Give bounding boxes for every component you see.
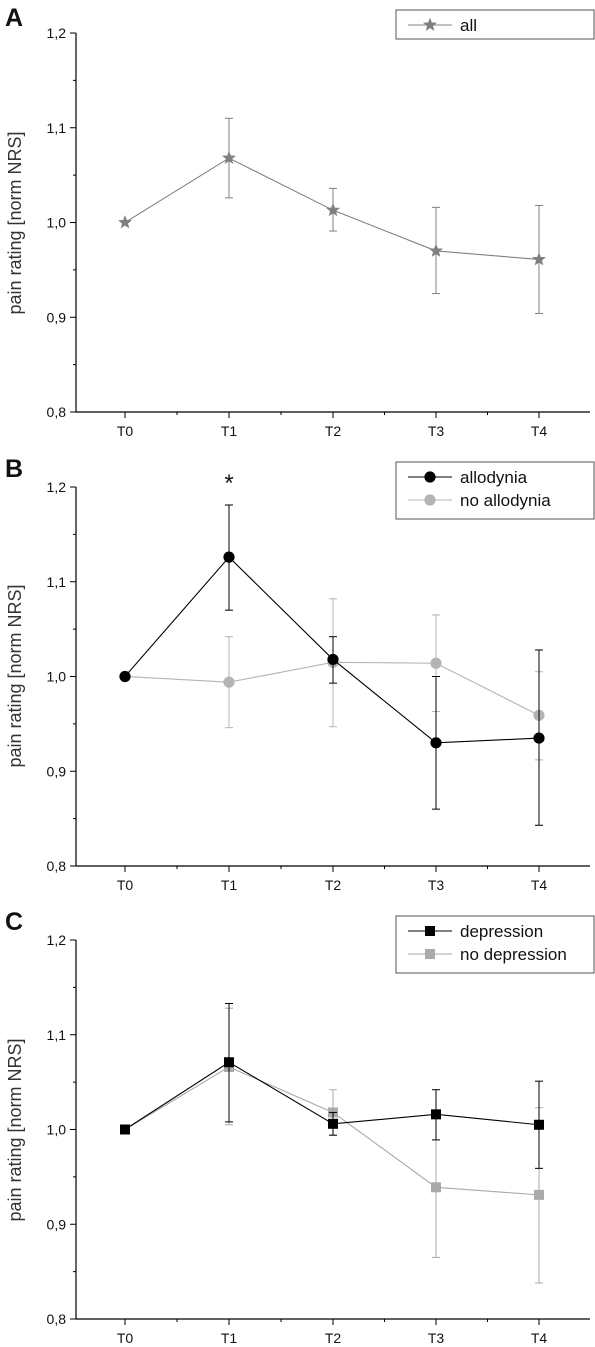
data-point bbox=[327, 653, 339, 666]
series-all bbox=[118, 117, 546, 314]
legend-entry: no depression bbox=[408, 945, 567, 964]
legend-marker bbox=[424, 494, 436, 506]
legend-entry: depression bbox=[408, 922, 543, 941]
y-tick-label: 1,1 bbox=[47, 120, 67, 136]
y-tick-label: 0,8 bbox=[47, 1311, 67, 1327]
data-point bbox=[327, 1118, 338, 1129]
data-point bbox=[118, 215, 132, 229]
legend-marker bbox=[424, 926, 435, 937]
x-tick-label: T2 bbox=[325, 423, 342, 439]
series-layer-a bbox=[118, 117, 546, 314]
significance-asterisk: * bbox=[224, 470, 233, 497]
legend-label: all bbox=[460, 16, 477, 35]
axes-b: 0,8 0,9 1,0 1,1 1,2 T0 T1 T2 T3 T4 bbox=[47, 479, 590, 893]
legend-label: no allodynia bbox=[460, 491, 551, 510]
legend-label: allodynia bbox=[460, 468, 528, 487]
data-point bbox=[534, 1119, 545, 1130]
x-tick-label: T2 bbox=[325, 1330, 342, 1346]
axes-c: 0,8 0,9 1,0 1,1 1,2 T0 T1 T2 T3 T4 bbox=[47, 932, 590, 1346]
series-allodynia bbox=[119, 504, 545, 826]
axes-a: 0,8 0,9 1,0 1,1 1,2 T0 T1 T2 T3 T4 bbox=[47, 25, 590, 439]
panel-b: B pain rating [norm NRS] 0,8 0,9 1,0 1,1 1,2… bbox=[5, 455, 595, 893]
x-tick-label: T3 bbox=[428, 877, 445, 893]
y-tick-label: 0,9 bbox=[47, 309, 67, 325]
y-tick-label: 0,8 bbox=[47, 858, 67, 874]
legend-label: depression bbox=[460, 922, 543, 941]
series-no-depression bbox=[120, 1007, 545, 1284]
x-tick-label: T4 bbox=[531, 1330, 548, 1346]
panel-a: A pain rating [norm NRS] 0,8 0,9 1,0 1,1 1,2… bbox=[5, 4, 595, 439]
y-tick-label: 0,9 bbox=[47, 1216, 67, 1232]
legend-marker bbox=[424, 471, 436, 483]
panel-letter-b: B bbox=[5, 455, 23, 483]
y-tick-label: 0,8 bbox=[47, 404, 67, 420]
legend-entry: allodynia bbox=[408, 468, 528, 487]
data-point bbox=[120, 1124, 131, 1135]
data-point bbox=[430, 1182, 441, 1193]
legend-box bbox=[395, 915, 595, 974]
y-axis-label-c: pain rating [norm NRS] bbox=[5, 1038, 25, 1221]
y-tick-label: 0,9 bbox=[47, 763, 67, 779]
data-point bbox=[430, 1109, 441, 1120]
data-point bbox=[223, 1057, 234, 1068]
data-point bbox=[430, 657, 442, 669]
x-tick-label: T1 bbox=[221, 1330, 238, 1346]
x-tick-label: T1 bbox=[221, 877, 238, 893]
series-line bbox=[124, 1066, 540, 1196]
x-tick-label: T3 bbox=[428, 1330, 445, 1346]
y-tick-label: 1,0 bbox=[47, 669, 67, 685]
x-tick-label: T4 bbox=[531, 423, 548, 439]
x-tick-label: T4 bbox=[531, 877, 548, 893]
data-point bbox=[430, 737, 442, 749]
x-tick-label: T2 bbox=[325, 877, 342, 893]
legend-entry: no allodynia bbox=[408, 491, 551, 510]
y-tick-label: 1,1 bbox=[47, 1027, 67, 1043]
y-tick-label: 1,0 bbox=[47, 215, 67, 231]
y-tick-label: 1,2 bbox=[47, 479, 67, 495]
legend-label: no depression bbox=[460, 945, 567, 964]
data-point bbox=[326, 202, 340, 217]
series-layer-c bbox=[120, 1002, 545, 1284]
y-axis-label-b: pain rating [norm NRS] bbox=[5, 584, 25, 767]
data-point bbox=[119, 670, 131, 683]
x-tick-label: T0 bbox=[117, 423, 134, 439]
y-axis-label-a: pain rating [norm NRS] bbox=[5, 131, 25, 314]
data-point bbox=[429, 243, 443, 257]
y-tick-label: 1,0 bbox=[47, 1122, 67, 1138]
y-tick-label: 1,1 bbox=[47, 574, 67, 590]
x-tick-label: T3 bbox=[428, 423, 445, 439]
legend-a: all bbox=[395, 9, 595, 40]
legend-marker bbox=[423, 17, 437, 31]
legend-b: allodynia no allodynia bbox=[395, 461, 595, 520]
data-point bbox=[223, 551, 235, 563]
data-point bbox=[532, 252, 546, 266]
x-tick-label: T0 bbox=[117, 1330, 134, 1346]
data-point bbox=[534, 1189, 545, 1200]
y-tick-label: 1,2 bbox=[47, 932, 67, 948]
series-no-allodynia bbox=[119, 598, 545, 761]
series-depression bbox=[120, 1002, 545, 1169]
series-layer-b: * bbox=[119, 470, 545, 826]
x-tick-label: T1 bbox=[221, 423, 238, 439]
x-tick-label: T0 bbox=[117, 877, 134, 893]
panel-letter-c: C bbox=[5, 908, 23, 936]
data-point bbox=[223, 676, 235, 688]
panel-letter-a: A bbox=[5, 4, 23, 32]
legend-entry: all bbox=[408, 16, 477, 35]
legend-c: depression no depression bbox=[395, 915, 595, 974]
y-tick-label: 1,2 bbox=[47, 25, 67, 41]
series-line bbox=[124, 661, 540, 716]
data-point bbox=[533, 732, 545, 744]
panel-c: C pain rating [norm NRS] 0,8 0,9 1,0 1,1 1,2… bbox=[5, 908, 595, 1346]
legend-marker bbox=[424, 949, 435, 960]
data-point bbox=[222, 150, 236, 165]
series-line bbox=[124, 556, 540, 744]
